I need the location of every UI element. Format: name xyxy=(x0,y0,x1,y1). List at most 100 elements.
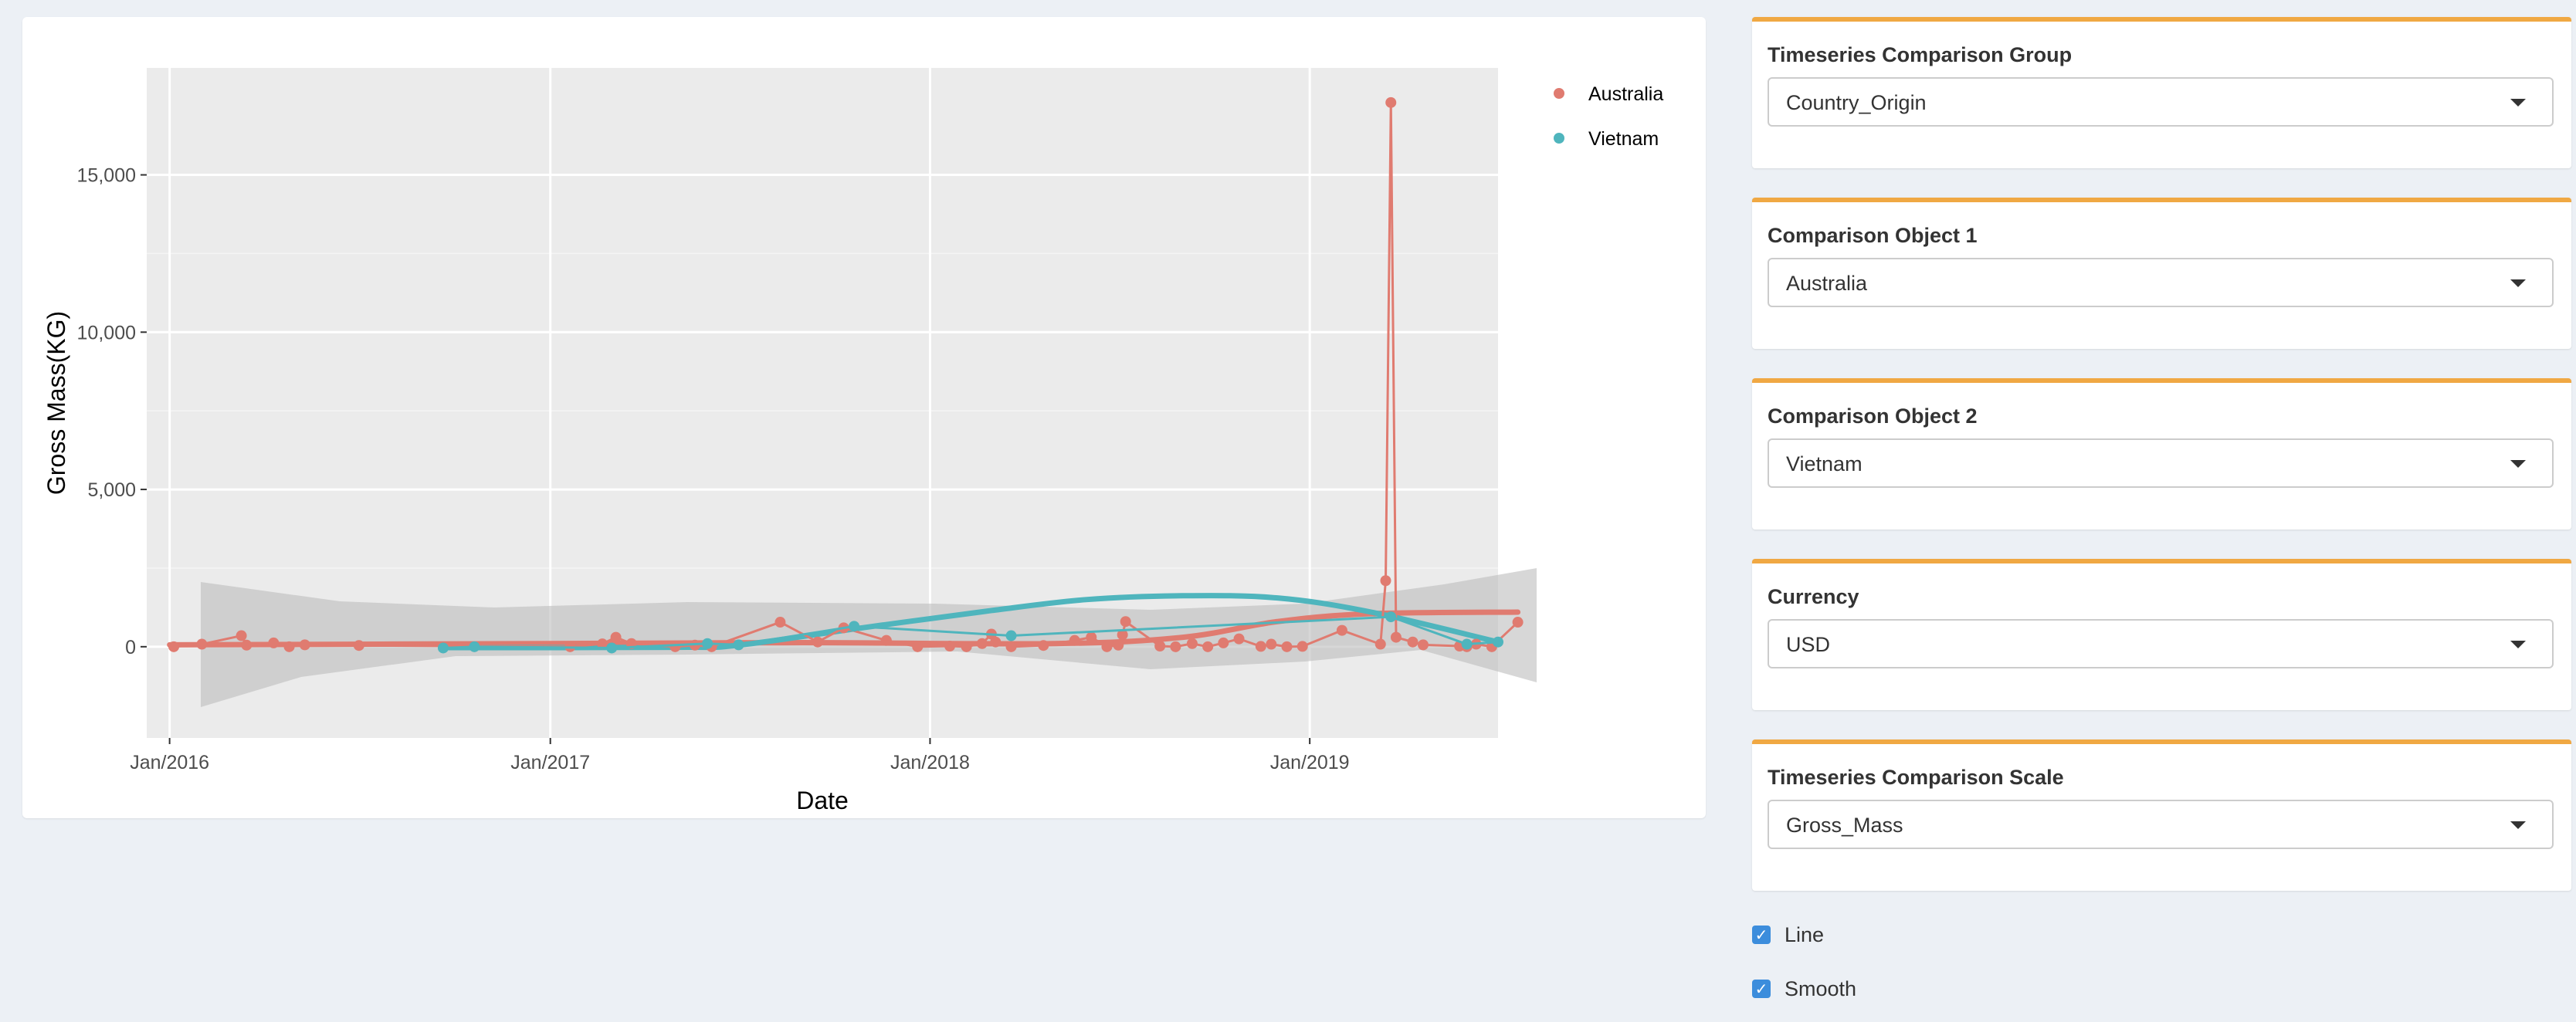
currency-control-box: Currency USD xyxy=(1752,559,2571,710)
australia-data-point xyxy=(1390,631,1402,643)
australia-data-point xyxy=(774,617,786,628)
australia-data-point xyxy=(1385,96,1397,108)
australia-data-point xyxy=(1005,641,1017,652)
australia-data-point xyxy=(299,639,310,651)
vietnam-data-point xyxy=(702,638,713,649)
australia-data-point xyxy=(1374,638,1386,650)
vietnam-data-point xyxy=(437,642,449,654)
group-select[interactable]: Country_Origin xyxy=(1768,77,2554,127)
confidence-band xyxy=(201,568,1537,707)
vietnam-data-point xyxy=(849,621,860,632)
australia-data-point xyxy=(1266,638,1277,650)
x-tick-label: Jan/2019 xyxy=(1270,752,1350,773)
australia-data-point xyxy=(236,630,247,641)
object2-control-box: Comparison Object 2 Vietnam xyxy=(1752,378,2571,530)
australia-data-point xyxy=(1120,616,1131,628)
vietnam-data-point xyxy=(469,641,480,652)
currency-label: Currency xyxy=(1768,585,1859,608)
australia-data-point xyxy=(1281,641,1293,652)
object2-select[interactable]: Vietnam xyxy=(1768,438,2554,488)
australia-data-point xyxy=(1154,641,1166,652)
smooth-checkbox-label: Smooth xyxy=(1785,976,1857,1000)
y-tick-label: 15,000 xyxy=(77,165,136,187)
australia-legend-label: Australia xyxy=(1588,83,1663,105)
australia-data-point xyxy=(1296,641,1308,652)
australia-data-point xyxy=(1255,641,1266,652)
x-tick-label: Jan/2018 xyxy=(890,752,970,773)
australia-smooth-line xyxy=(167,609,1521,648)
y-tick-label: 10,000 xyxy=(77,322,136,343)
australia-data-point xyxy=(961,641,972,652)
australia-data-point xyxy=(353,640,364,651)
x-tick-label: Jan/2016 xyxy=(130,752,209,773)
australia-data-point xyxy=(1233,633,1245,645)
australia-data-point xyxy=(1418,639,1429,651)
group-select-value: Country_Origin xyxy=(1786,91,1927,114)
vietnam-legend-key xyxy=(1554,133,1564,144)
line-checkbox[interactable]: ✓ xyxy=(1752,926,1771,944)
y-tick-label: 5,000 xyxy=(87,479,136,501)
australia-data-point xyxy=(1113,639,1124,651)
australia-legend-key xyxy=(1554,88,1564,99)
australia-data-point xyxy=(597,638,608,650)
australia-data-point xyxy=(1512,617,1524,628)
y-axis-title: Gross Mass(KG) xyxy=(42,311,70,495)
australia-data-point xyxy=(1202,641,1214,652)
australia-data-point xyxy=(1380,575,1391,587)
australia-data-point xyxy=(1170,641,1181,652)
currency-select[interactable]: USD xyxy=(1768,619,2554,668)
chevron-down-icon xyxy=(2510,99,2526,107)
x-axis-title: Date xyxy=(796,787,849,814)
australia-data-point xyxy=(268,637,280,648)
smooth-checkbox[interactable]: ✓ xyxy=(1752,980,1771,998)
scale-select-value: Gross_Mass xyxy=(1786,814,1903,837)
group-control-box: Timeseries Comparison Group Country_Orig… xyxy=(1752,17,2571,168)
australia-data-point xyxy=(168,641,180,652)
group-label: Timeseries Comparison Group xyxy=(1768,43,2073,66)
australia-data-point xyxy=(196,638,208,650)
line-option[interactable]: ✓ Line xyxy=(1752,921,1824,949)
object1-select-value: Australia xyxy=(1786,272,1868,295)
vietnam-data-point xyxy=(733,639,744,651)
timeseries-chart: 0 5,000 10,000 15,000 Jan/2016 Jan/2017 Jan/20… xyxy=(42,68,1663,814)
object2-select-value: Vietnam xyxy=(1786,452,1863,475)
x-tick-label: Jan/2017 xyxy=(510,752,590,773)
object1-select[interactable]: Australia xyxy=(1768,258,2554,307)
chevron-down-icon xyxy=(2510,279,2526,287)
smooth-option[interactable]: ✓ Smooth xyxy=(1752,975,1856,1003)
australia-data-point xyxy=(880,635,892,646)
australia-data-point xyxy=(669,641,681,652)
australia-data-point xyxy=(283,641,295,652)
vietnam-data-point xyxy=(1385,611,1397,623)
object1-control-box: Comparison Object 1 Australia xyxy=(1752,198,2571,349)
chevron-down-icon xyxy=(2510,460,2526,468)
australia-data-point xyxy=(912,641,924,652)
australia-data-point xyxy=(241,639,253,651)
scale-select[interactable]: Gross_Mass xyxy=(1768,800,2554,849)
australia-data-point xyxy=(1186,638,1198,649)
vietnam-data-point xyxy=(1493,636,1503,648)
chevron-down-icon xyxy=(2510,821,2526,829)
australia-data-point xyxy=(1407,636,1418,648)
vietnam-data-point xyxy=(606,642,618,654)
australia-data-point xyxy=(1336,624,1347,636)
vietnam-data-point xyxy=(1005,630,1017,641)
object1-label: Comparison Object 1 xyxy=(1768,224,1978,247)
australia-data-point xyxy=(1069,635,1080,646)
chevron-down-icon xyxy=(2510,641,2526,648)
vietnam-data-point xyxy=(1461,638,1473,650)
australia-data-point xyxy=(990,636,1002,648)
australia-data-point xyxy=(944,641,956,652)
vietnam-series-line xyxy=(442,615,1499,649)
scale-control-box: Timeseries Comparison Scale Gross_Mass xyxy=(1752,739,2571,891)
australia-data-point xyxy=(976,638,988,649)
australia-data-point xyxy=(1038,640,1049,651)
currency-select-value: USD xyxy=(1786,633,1831,656)
object2-label: Comparison Object 2 xyxy=(1768,404,1978,428)
australia-data-point xyxy=(1086,631,1097,643)
y-tick-label: 0 xyxy=(125,637,136,658)
australia-data-point xyxy=(1101,641,1113,652)
scale-label: Timeseries Comparison Scale xyxy=(1768,766,2064,789)
australia-data-point xyxy=(1218,637,1229,648)
australia-data-point xyxy=(610,631,622,643)
